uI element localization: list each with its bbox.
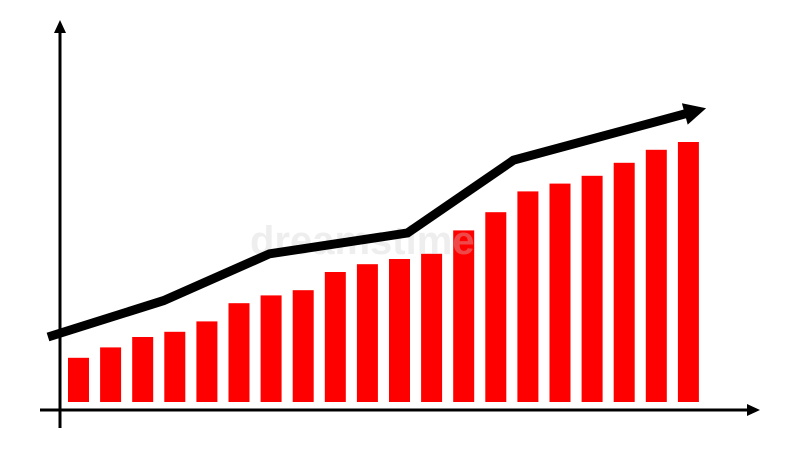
bar-14 (485, 212, 507, 402)
bar-16 (549, 183, 571, 402)
bar-3 (132, 337, 154, 402)
bar-10 (356, 264, 378, 402)
bar-7 (260, 295, 282, 402)
bar-4 (164, 331, 186, 402)
bar-13 (453, 230, 475, 402)
bar-2 (100, 347, 122, 402)
bar-9 (324, 272, 346, 402)
bar-5 (196, 321, 218, 402)
bar-15 (517, 191, 539, 402)
bar-11 (389, 259, 410, 402)
trend-line (46, 108, 690, 342)
trend-arrowhead (681, 103, 707, 125)
bar-20 (677, 142, 699, 402)
bar-group (68, 142, 699, 402)
bar-8 (292, 290, 314, 402)
bar-6 (228, 303, 250, 402)
axes (40, 20, 760, 428)
trend-line-group (46, 103, 707, 342)
y-axis-arrowhead (54, 20, 66, 33)
bar-17 (581, 175, 603, 402)
x-axis-arrowhead (747, 404, 760, 416)
bar-1 (68, 357, 89, 402)
bar-18 (613, 162, 635, 402)
bar-12 (421, 253, 443, 402)
bar-19 (645, 149, 667, 402)
